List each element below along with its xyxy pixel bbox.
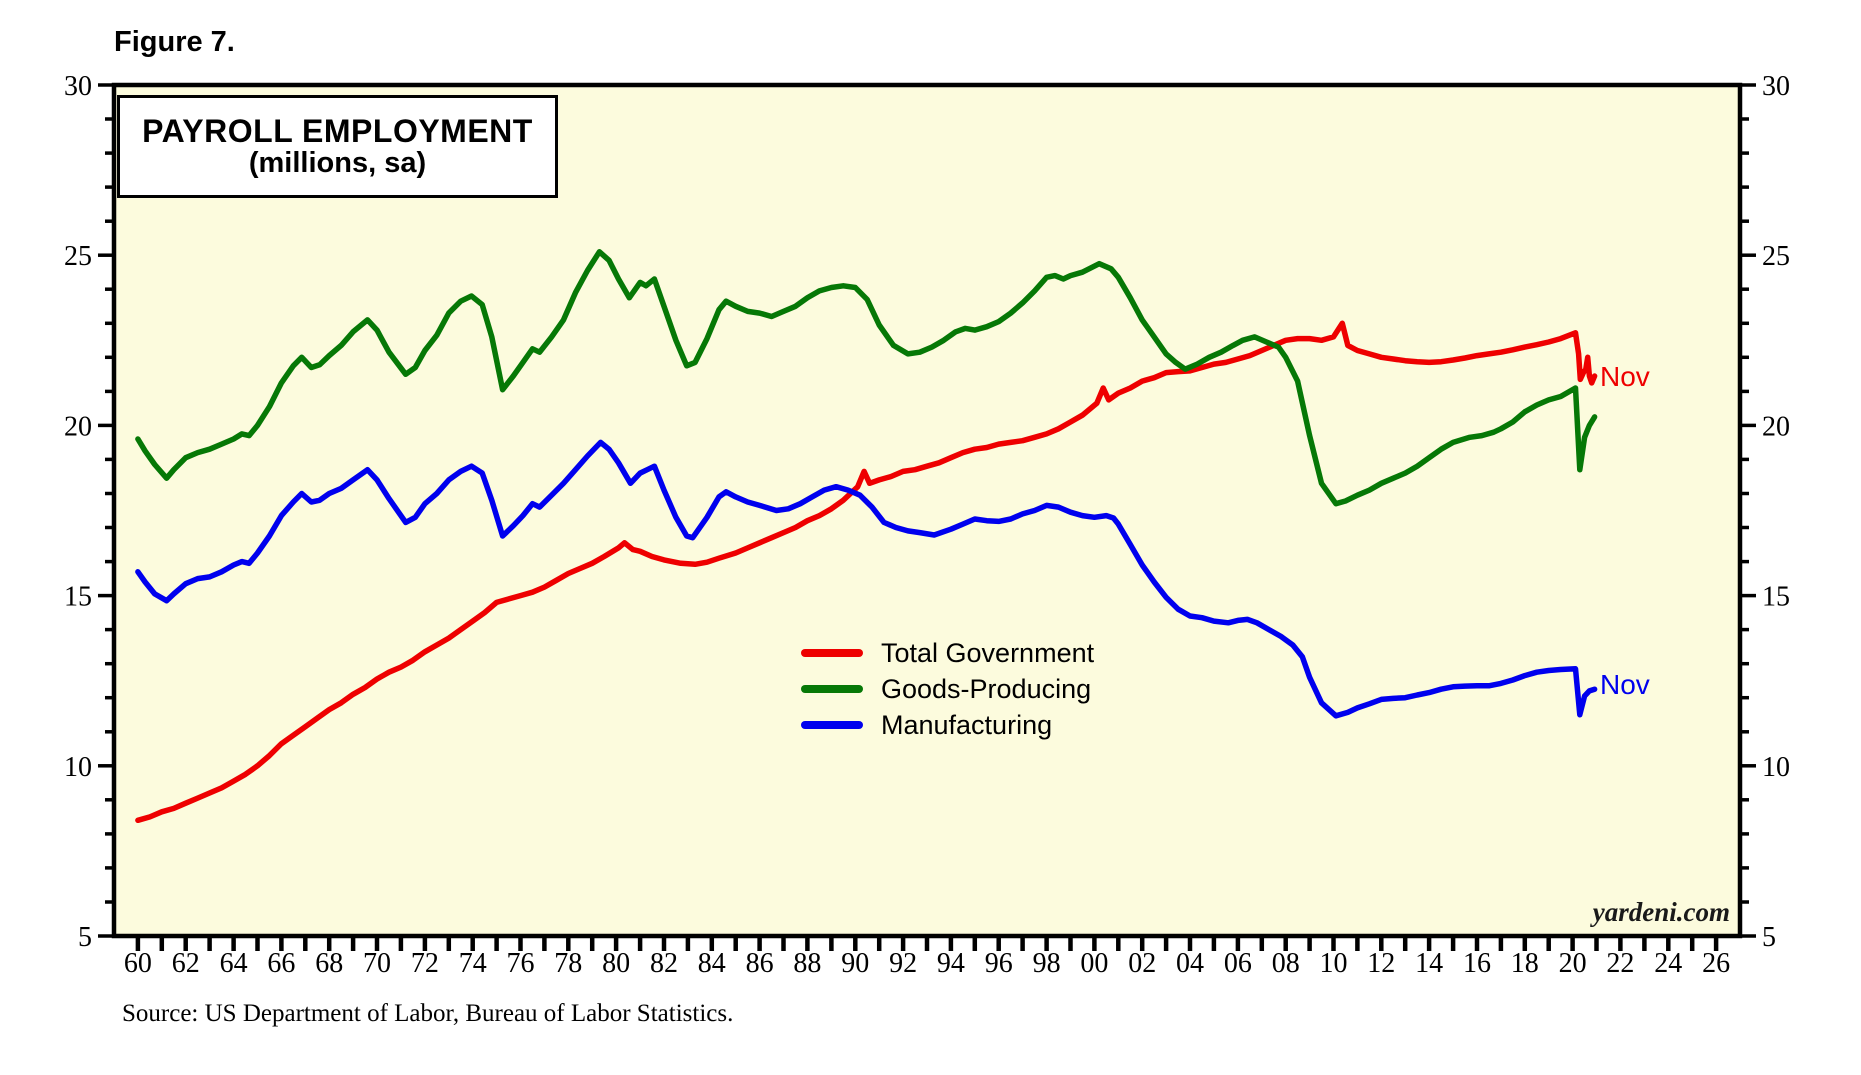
legend-swatch-manufacturing-icon bbox=[801, 721, 863, 729]
svg-text:92: 92 bbox=[889, 948, 917, 979]
legend-swatch-goods-producing-icon bbox=[801, 685, 863, 693]
svg-text:10: 10 bbox=[1320, 948, 1348, 979]
svg-text:10: 10 bbox=[64, 752, 92, 783]
svg-text:76: 76 bbox=[507, 948, 535, 979]
legend-swatch-total-government-icon bbox=[801, 649, 863, 657]
svg-text:22: 22 bbox=[1606, 948, 1634, 979]
svg-text:02: 02 bbox=[1128, 948, 1156, 979]
svg-text:30: 30 bbox=[64, 71, 92, 102]
svg-text:72: 72 bbox=[411, 948, 439, 979]
svg-text:82: 82 bbox=[650, 948, 678, 979]
legend-label-goods-producing: Goods-Producing bbox=[881, 673, 1092, 704]
svg-text:15: 15 bbox=[64, 582, 92, 613]
svg-text:98: 98 bbox=[1033, 948, 1061, 979]
svg-text:80: 80 bbox=[602, 948, 630, 979]
watermark: yardeni.com bbox=[1592, 897, 1730, 927]
svg-text:62: 62 bbox=[172, 948, 200, 979]
svg-text:24: 24 bbox=[1654, 948, 1682, 979]
svg-text:25: 25 bbox=[1762, 241, 1790, 272]
legend-item-total-government: Total Government bbox=[801, 635, 1094, 671]
svg-text:20: 20 bbox=[1762, 411, 1790, 442]
svg-text:12: 12 bbox=[1367, 948, 1395, 979]
svg-text:60: 60 bbox=[124, 948, 152, 979]
svg-text:84: 84 bbox=[698, 948, 726, 979]
svg-text:68: 68 bbox=[315, 948, 343, 979]
chart-title-box: PAYROLL EMPLOYMENT (millions, sa) bbox=[117, 95, 558, 198]
svg-text:86: 86 bbox=[746, 948, 774, 979]
chart-title: PAYROLL EMPLOYMENT bbox=[142, 112, 533, 149]
chart-subtitle: (millions, sa) bbox=[248, 147, 427, 180]
legend: Total Government Goods-Producing Manufac… bbox=[801, 635, 1094, 743]
legend-item-manufacturing: Manufacturing bbox=[801, 707, 1094, 743]
svg-text:96: 96 bbox=[985, 948, 1013, 979]
svg-text:15: 15 bbox=[1762, 582, 1790, 613]
svg-text:14: 14 bbox=[1415, 948, 1443, 979]
svg-text:20: 20 bbox=[1559, 948, 1587, 979]
svg-text:06: 06 bbox=[1224, 948, 1252, 979]
legend-label-manufacturing: Manufacturing bbox=[881, 709, 1053, 740]
svg-text:94: 94 bbox=[937, 948, 965, 979]
svg-text:66: 66 bbox=[267, 948, 295, 979]
legend-label-total-government: Total Government bbox=[881, 637, 1095, 668]
svg-text:88: 88 bbox=[793, 948, 821, 979]
figure-label: Figure 7. bbox=[114, 26, 235, 58]
annotation-total-government-nov: Nov bbox=[1600, 361, 1650, 392]
svg-text:20: 20 bbox=[64, 411, 92, 442]
svg-text:74: 74 bbox=[459, 948, 487, 979]
svg-text:08: 08 bbox=[1272, 948, 1300, 979]
svg-text:04: 04 bbox=[1176, 948, 1204, 979]
svg-text:70: 70 bbox=[363, 948, 391, 979]
svg-text:25: 25 bbox=[64, 241, 92, 272]
svg-text:78: 78 bbox=[554, 948, 582, 979]
svg-text:5: 5 bbox=[1762, 922, 1776, 953]
svg-text:00: 00 bbox=[1080, 948, 1108, 979]
svg-text:90: 90 bbox=[841, 948, 869, 979]
svg-text:26: 26 bbox=[1702, 948, 1730, 979]
svg-text:10: 10 bbox=[1762, 752, 1790, 783]
svg-text:16: 16 bbox=[1463, 948, 1491, 979]
svg-text:18: 18 bbox=[1511, 948, 1539, 979]
annotation-manufacturing-nov: Nov bbox=[1600, 669, 1650, 700]
svg-text:64: 64 bbox=[220, 948, 248, 979]
legend-item-goods-producing: Goods-Producing bbox=[801, 671, 1094, 707]
source-note: Source: US Department of Labor, Bureau o… bbox=[122, 1000, 734, 1027]
svg-text:5: 5 bbox=[78, 922, 92, 953]
svg-text:30: 30 bbox=[1762, 71, 1790, 102]
